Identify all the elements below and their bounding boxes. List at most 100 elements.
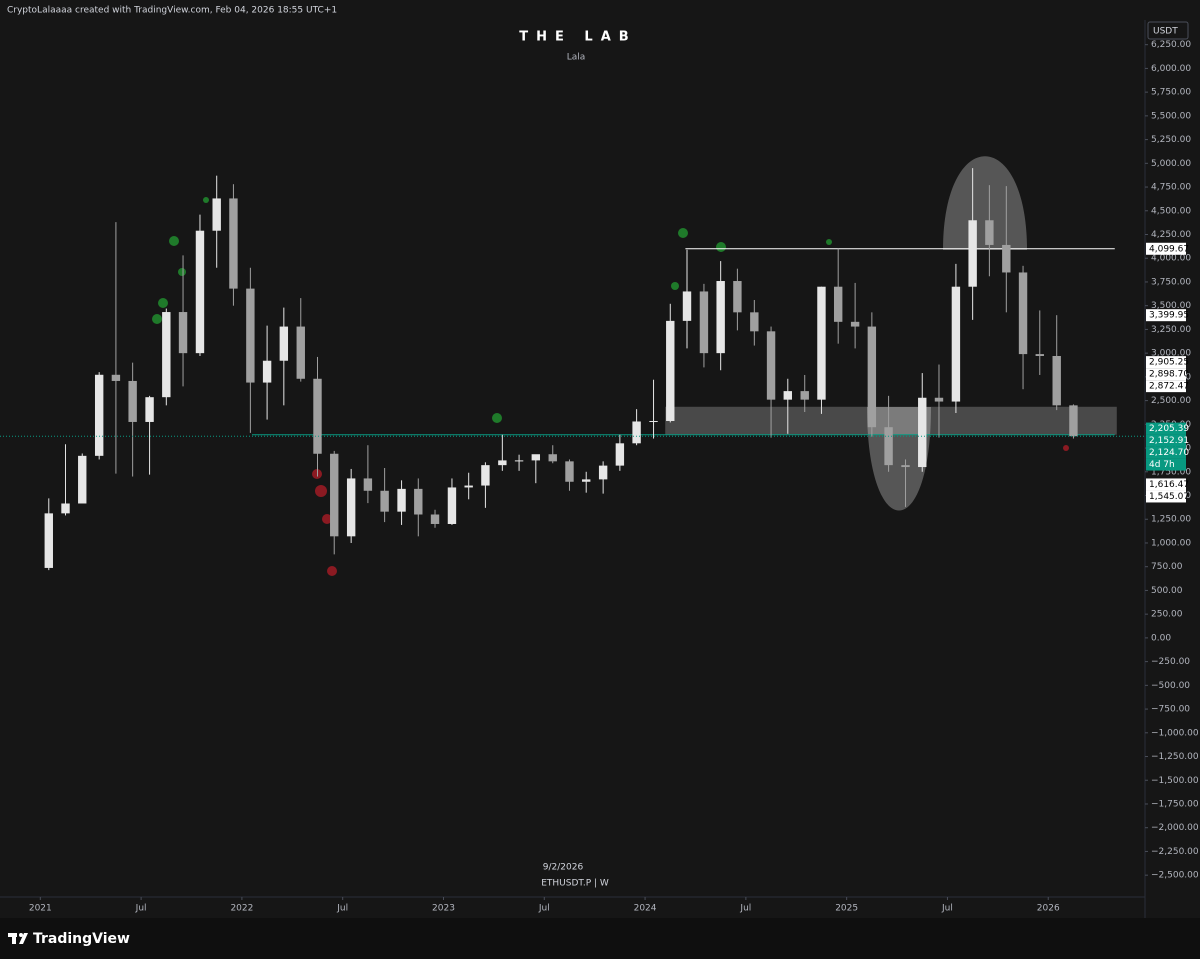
x-tick-label: 2022 — [230, 904, 253, 914]
price-label-box — [1146, 446, 1186, 459]
logo-part — [19, 933, 28, 944]
candle-body — [766, 331, 776, 400]
price-label: 1,545.07 — [1149, 492, 1189, 502]
y-tick-label: −1,250.00 — [1151, 752, 1199, 762]
y-tick-label: 3,750.00 — [1151, 277, 1191, 287]
candle-body — [178, 312, 188, 354]
price-label-box — [1146, 422, 1186, 435]
candle-body — [800, 391, 809, 400]
y-tick-label: 4,500.00 — [1151, 206, 1191, 216]
currency-box[interactable] — [1147, 21, 1189, 40]
y-tick-label: 5,750.00 — [1151, 88, 1191, 98]
price-label-box — [1146, 478, 1186, 491]
logo-part — [19, 933, 23, 937]
candle-body — [414, 488, 423, 515]
y-tick-label: −250.00 — [1151, 657, 1190, 667]
candle-body — [128, 380, 137, 422]
candle-body — [78, 455, 87, 504]
candle-body — [498, 460, 507, 466]
candle-body — [1052, 355, 1061, 406]
candle-body — [363, 478, 373, 491]
signal-dot — [678, 228, 688, 238]
footer-band — [0, 918, 1200, 959]
signal-dot — [327, 566, 337, 576]
y-tick-label: 500.00 — [1151, 586, 1183, 596]
chart-title: THE LAB — [519, 30, 636, 45]
candle-body — [380, 490, 389, 512]
y-tick-label: −2,500.00 — [1151, 871, 1199, 881]
price-label-box — [1146, 356, 1186, 369]
candle-body — [111, 374, 121, 381]
candle-body — [279, 326, 289, 361]
candle-body — [1069, 405, 1078, 437]
candle-body — [514, 460, 524, 462]
candle-body — [246, 288, 255, 383]
symbol-label: ETHUSDT.P | W — [541, 879, 609, 889]
currency[interactable]: USDT — [1153, 27, 1178, 37]
annotations — [152, 156, 1069, 576]
signal-dot — [322, 514, 332, 524]
signal-dot — [671, 282, 679, 290]
y-tick-label: −2,000.00 — [1151, 823, 1199, 833]
y-tick-label: 5,000.00 — [1151, 159, 1191, 169]
y-tick-label: 1,000.00 — [1151, 538, 1191, 548]
x-tick-label: 2023 — [432, 904, 455, 914]
candle-body — [61, 503, 70, 514]
candle-body — [531, 454, 541, 461]
y-tick-label: 3,000.00 — [1151, 349, 1191, 359]
y-tick-label: 4,250.00 — [1151, 230, 1191, 240]
signal-dot — [178, 268, 186, 276]
candle-body — [615, 443, 625, 466]
y-tick-label: −500.00 — [1151, 681, 1190, 691]
candle-body — [850, 321, 860, 327]
candle-body — [162, 312, 171, 398]
signal-dot — [716, 242, 726, 252]
x-tick-label: 2026 — [1037, 904, 1060, 914]
countdown: 4d 7h — [1149, 460, 1175, 470]
price-label: 2,872.47 — [1149, 382, 1189, 392]
price-label-box — [1146, 368, 1186, 381]
candle-body — [985, 220, 994, 245]
price-label: 2,205.39 — [1149, 424, 1189, 434]
candle-body — [195, 230, 205, 354]
candle-body — [884, 427, 893, 466]
candle-body — [296, 326, 305, 379]
price-label: 3,399.95 — [1149, 311, 1189, 321]
candle-body — [750, 312, 759, 332]
highlight-ellipse — [867, 407, 931, 511]
y-tick-label: −2,250.00 — [1151, 847, 1199, 857]
price-label-box — [1146, 434, 1186, 447]
candle-body — [918, 397, 927, 468]
candle-body — [867, 326, 877, 428]
candle-body — [44, 513, 53, 568]
candle-body — [666, 320, 675, 422]
candle-body — [716, 281, 725, 354]
price-label-box — [1146, 309, 1186, 322]
y-tick-label: 3,500.00 — [1151, 301, 1191, 311]
y-tick-label: 5,250.00 — [1151, 135, 1191, 145]
y-tick-label: 3,250.00 — [1151, 325, 1191, 335]
candle-body — [968, 220, 977, 287]
y-tick-label: −1,500.00 — [1151, 776, 1199, 786]
candle-body — [346, 478, 356, 537]
candle-body — [145, 397, 154, 422]
x-tick-label: 2025 — [835, 904, 858, 914]
candle-body — [464, 485, 473, 488]
candle-body — [330, 453, 339, 537]
y-tick-label: 750.00 — [1151, 562, 1183, 572]
signal-dot — [152, 314, 162, 324]
signal-dot — [1063, 445, 1069, 451]
price-label-box — [1146, 242, 1186, 255]
y-tick-label: 250.00 — [1151, 610, 1183, 620]
candle-body — [951, 286, 961, 402]
candle-body — [1002, 244, 1011, 273]
candle-body — [262, 360, 272, 383]
price-label: 4,099.67 — [1149, 244, 1189, 254]
candle-body — [934, 397, 944, 402]
candle-body — [699, 291, 709, 354]
y-tick-label: 4,000.00 — [1151, 254, 1191, 264]
candles — [44, 168, 1078, 571]
candle-body — [783, 391, 792, 400]
